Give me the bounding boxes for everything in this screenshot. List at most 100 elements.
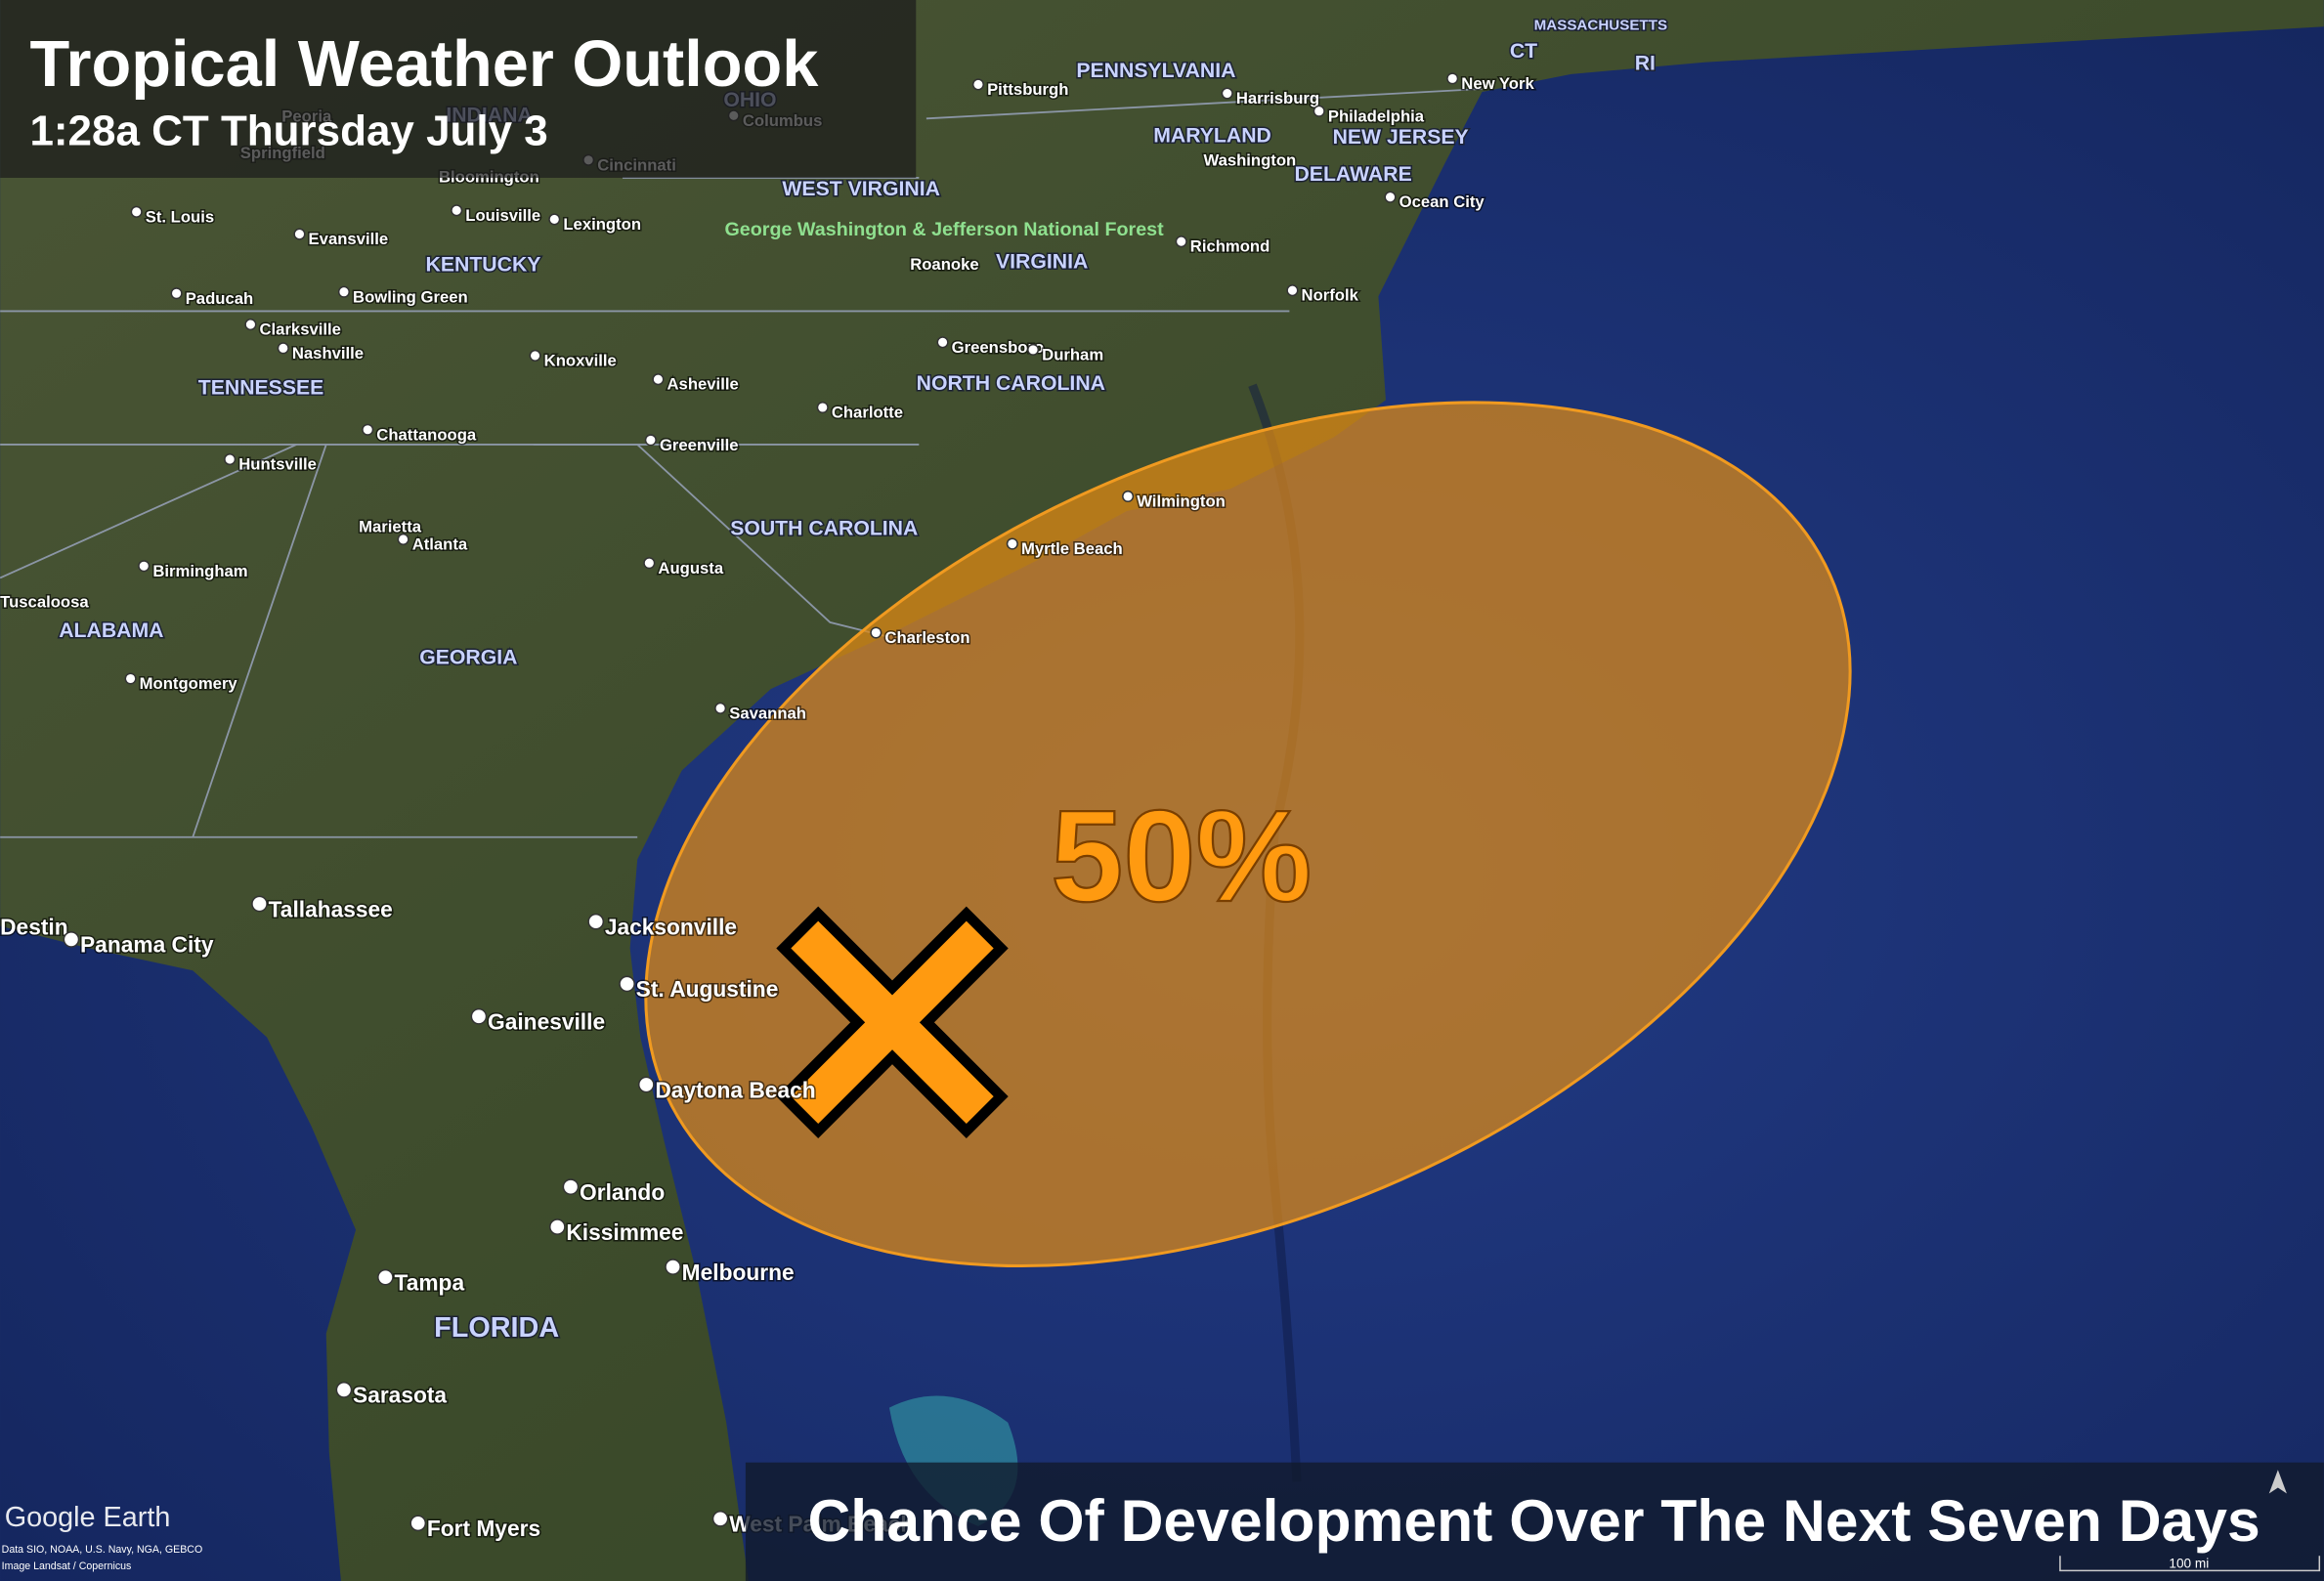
city-dot [335,1382,353,1398]
city-label: Charlotte [832,404,903,422]
city-dot [1006,537,1018,550]
city-dot [362,423,374,436]
state-label: ALABAMA [59,620,163,642]
city-dot [714,702,727,714]
city-label: Greenville [660,436,739,454]
city-label: Asheville [667,375,739,394]
city-dot [130,205,143,218]
city-label: Lexington [563,215,641,234]
city-label: Marietta [359,517,422,535]
state-label: MASSACHUSETTS [1534,17,1667,33]
city-dot [870,626,882,639]
city-label: Augusta [658,559,723,577]
city-label: Tampa [395,1269,465,1295]
state-label: CT [1510,40,1537,63]
city-label: Chattanooga [376,425,477,444]
city-label: Paducah [186,289,253,308]
city-label: Orlando [580,1179,665,1205]
city-label: Huntsville [238,455,317,474]
title-box [0,0,917,178]
city-label: Nashville [292,344,364,363]
chance-label: 50% [1051,784,1312,929]
state-label: FLORIDA [434,1312,559,1344]
city-dot [277,342,289,355]
state-label: PENNSYLVANIA [1076,60,1235,82]
city-dot [170,287,183,300]
city-dot [224,453,237,466]
city-label: St. Augustine [636,976,779,1002]
city-dot [971,78,985,91]
city-dot [451,204,463,217]
city-label: Kissimmee [566,1219,683,1245]
state-label: RI [1635,52,1656,74]
city-dot [548,213,561,226]
city-label: Roanoke [910,255,978,274]
city-dot [397,533,409,546]
attribution: Image Landsat / Copernicus [2,1560,132,1572]
city-label: Charleston [884,628,969,647]
city-label: Gainesville [488,1009,605,1035]
city-label: Philadelphia [1328,107,1425,125]
city-dot [1175,235,1187,248]
city-label: Evansville [309,230,389,248]
city-label: Louisville [465,206,540,225]
state-label: NORTH CAROLINA [917,372,1105,395]
city-dot [1027,343,1040,356]
city-dot [643,557,656,570]
city-label: Washington [1203,151,1296,170]
city-dot [619,975,635,993]
city-label: Melbourne [682,1260,795,1285]
state-label: KENTUCKY [426,254,541,277]
state-label: MARYLAND [1153,125,1271,148]
city-dot [936,336,949,349]
forest-label: George Washington & Jefferson National F… [724,219,1164,240]
city-label: Birmingham [152,562,247,580]
title: Tropical Weather Outlook [29,28,819,101]
city-label: Sarasota [353,1383,447,1408]
city-dot [816,401,829,414]
city-label: Pittsburgh [987,80,1068,99]
city-dot [562,1178,580,1195]
city-dot [587,913,605,930]
city-dot [711,1510,729,1527]
city-dot [652,373,665,386]
state-label: WEST VIRGINIA [782,178,940,200]
city-dot [548,1218,566,1235]
city-label: Harrisburg [1236,89,1319,107]
logo: Google Earth [5,1502,171,1533]
city-label: New York [1461,74,1534,93]
city-dot [1221,87,1233,100]
city-dot [124,672,137,685]
scale-bar [2059,1556,2321,1572]
city-label: Greensboro [952,338,1044,357]
city-dot [377,1268,394,1286]
city-dot [637,1076,655,1093]
attribution: Data SIO, NOAA, U.S. Navy, NGA, GEBCO [2,1544,203,1556]
state-label: TENNESSEE [198,376,324,399]
city-label: Destin [0,914,67,939]
borders [0,88,1483,838]
city-dot [1446,72,1459,85]
city-label: Bowling Green [353,287,468,306]
city-label: Myrtle Beach [1021,539,1123,558]
city-label: Clarksville [260,320,341,339]
city-dot [470,1007,488,1025]
city-dot [244,319,257,331]
city-dot [138,560,151,573]
north-arrow [2268,1470,2287,1494]
city-label: Panama City [80,932,214,958]
city-label: Montgomery [140,674,238,693]
city-label: Daytona Beach [655,1077,815,1102]
city-dot [63,931,80,948]
city-dot [665,1259,681,1275]
city-dot [1122,490,1135,503]
city-label: Atlanta [412,535,468,554]
city-label: Wilmington [1137,492,1226,511]
city-dot [409,1515,427,1532]
city-dot [644,434,657,447]
city-label: Ocean City [1399,192,1485,211]
city-label: Tuscaloosa [0,593,89,612]
